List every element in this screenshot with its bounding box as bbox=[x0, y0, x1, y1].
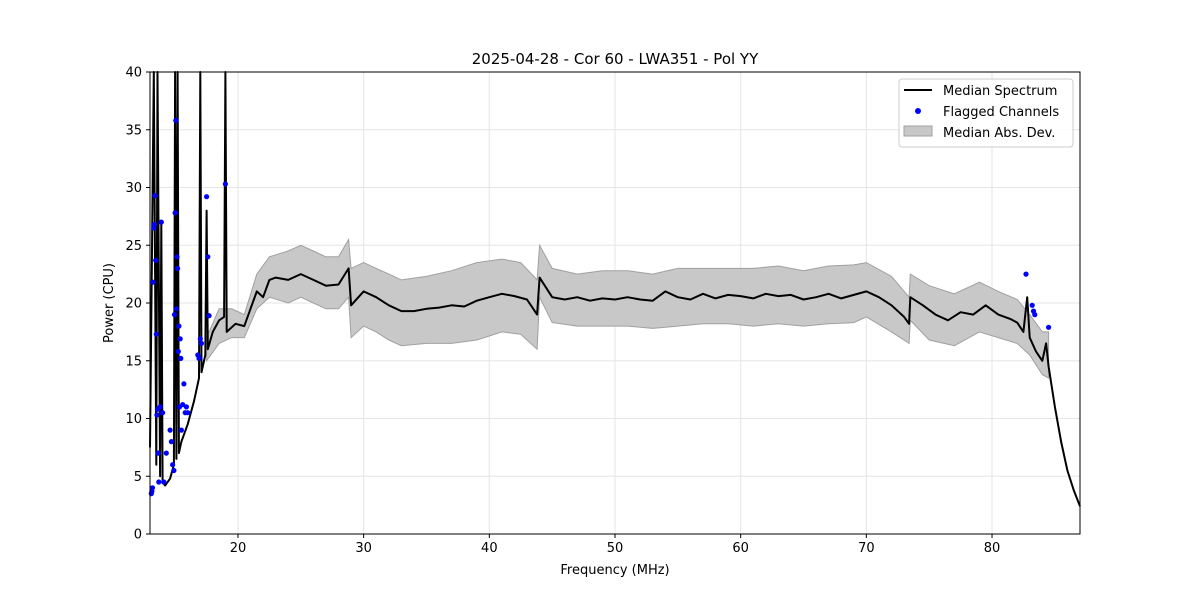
x-tick-label: 50 bbox=[607, 541, 624, 556]
flagged-channel-point bbox=[154, 412, 160, 418]
flagged-channel-point bbox=[171, 467, 177, 474]
x-tick-label: 40 bbox=[481, 541, 498, 556]
x-tick-label: 20 bbox=[230, 541, 247, 556]
legend-flagged-label: Flagged Channels bbox=[943, 105, 1059, 120]
flagged-channel-point bbox=[1046, 324, 1052, 330]
flagged-channel-point bbox=[1032, 312, 1038, 318]
x-tick-label: 60 bbox=[732, 541, 749, 556]
flagged-channel-point bbox=[198, 340, 205, 346]
y-tick-label: 10 bbox=[125, 412, 142, 427]
legend: Median Spectrum Flagged Channels Median … bbox=[898, 78, 1074, 148]
flagged-channel-point bbox=[156, 479, 162, 485]
flagged-channel-point bbox=[172, 210, 178, 216]
flagged-channel-point bbox=[152, 193, 158, 199]
flagged-channel-point bbox=[181, 381, 187, 387]
flagged-channel-point bbox=[185, 410, 191, 416]
flagged-channel-point bbox=[175, 265, 181, 271]
chart-title: 2025-04-28 - Cor 60 - LWA351 - Pol YY bbox=[472, 50, 759, 68]
flagged-channel-point bbox=[206, 313, 212, 319]
flagged-channel-point bbox=[173, 306, 179, 312]
flagged-channel-point bbox=[174, 254, 180, 260]
x-tick-label: 70 bbox=[858, 541, 875, 556]
y-tick-label: 30 bbox=[125, 181, 142, 196]
x-tick-label: 30 bbox=[355, 541, 372, 556]
y-tick-label: 20 bbox=[125, 297, 142, 312]
median-line-layer bbox=[149, 71, 1081, 507]
flagged-channel-point bbox=[163, 450, 169, 456]
y-tick-label: 35 bbox=[125, 123, 142, 138]
flagged-channel-point bbox=[1023, 271, 1029, 277]
flagged-channel-point bbox=[167, 427, 173, 433]
y-tick-label: 0 bbox=[134, 528, 142, 543]
flagged-channel-point bbox=[177, 336, 183, 342]
flagged-channel-point bbox=[171, 312, 178, 318]
x-tick-label: 80 bbox=[984, 541, 1001, 556]
flagged-channel-point bbox=[168, 439, 174, 445]
flagged-channel-point bbox=[173, 117, 179, 124]
flagged-channel-point bbox=[197, 336, 203, 342]
flagged-channel-point bbox=[170, 462, 176, 468]
y-axis-label: Power (CPU) bbox=[102, 263, 117, 343]
flagged-channel-point bbox=[158, 219, 164, 225]
flagged-channel-point bbox=[222, 181, 228, 187]
flagged-channel-point bbox=[178, 427, 184, 433]
median-spectrum-line bbox=[149, 71, 1081, 507]
legend-mad-label: Median Abs. Dev. bbox=[943, 126, 1055, 141]
flagged-channel-point bbox=[153, 331, 159, 337]
legend-mad-swatch bbox=[903, 125, 933, 137]
legend-box bbox=[898, 78, 1074, 148]
flagged-channel-point bbox=[160, 410, 166, 416]
flagged-channel-point bbox=[178, 355, 184, 361]
y-tick-label: 40 bbox=[125, 66, 142, 81]
flagged-channel-point bbox=[204, 194, 210, 200]
y-tick-label: 15 bbox=[125, 354, 142, 369]
flagged-channel-point bbox=[161, 479, 167, 485]
flagged-channel-point bbox=[153, 257, 159, 263]
y-tick-label: 25 bbox=[125, 239, 142, 254]
flagged-channel-point bbox=[183, 404, 189, 410]
legend-flagged-swatch bbox=[915, 108, 921, 114]
legend-median-label: Median Spectrum bbox=[943, 84, 1057, 99]
flagged-points-layer bbox=[148, 117, 1052, 497]
flagged-channel-point bbox=[196, 355, 202, 361]
mad-band-layer bbox=[206, 237, 1050, 379]
y-tick-label: 5 bbox=[134, 470, 142, 485]
flagged-channel-point bbox=[1029, 302, 1035, 308]
flagged-channel-point bbox=[149, 485, 156, 491]
flagged-channel-point bbox=[151, 221, 157, 228]
flagged-channel-point bbox=[205, 254, 211, 260]
x-axis-label: Frequency (MHz) bbox=[560, 563, 669, 578]
flagged-channel-point bbox=[157, 404, 163, 410]
flagged-channel-point bbox=[155, 450, 161, 456]
ticks: 20 30 40 50 60 70 80 0 5 10 15 20 25 30 35 40 bbox=[125, 66, 1000, 557]
flagged-channel-point bbox=[175, 348, 181, 355]
flagged-channel-point bbox=[150, 279, 156, 285]
flagged-channel-point bbox=[176, 323, 182, 329]
mad-band bbox=[206, 237, 1050, 379]
